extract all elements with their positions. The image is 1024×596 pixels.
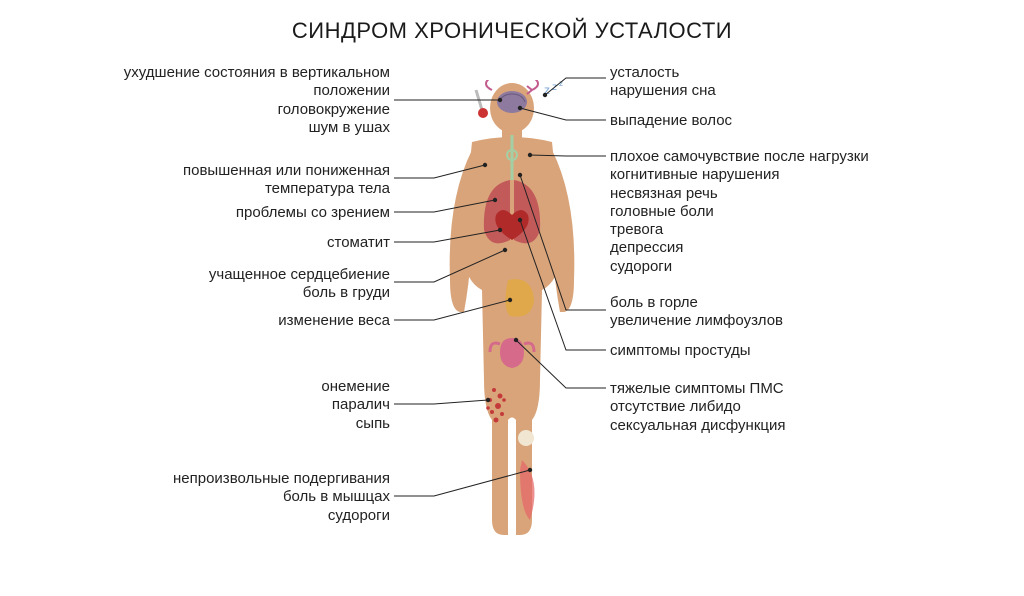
label-line: шум в ушах [124, 119, 390, 137]
label-line: проблемы со зрением [236, 204, 390, 222]
label-line: головокружение [124, 101, 390, 119]
svg-text:z: z [552, 82, 557, 93]
label-line: температура тела [183, 180, 390, 198]
label-line: непроизвольные подергивания [173, 470, 390, 488]
label-heart: учащенное сердцебиениеболь в груди [209, 266, 390, 303]
label-line: когнитивные нарушения [610, 166, 869, 184]
body-figure: z z z [412, 80, 612, 540]
label-vertical_posture: ухудшение состояния в вертикальномположе… [124, 64, 390, 137]
label-line: изменение веса [278, 312, 390, 330]
label-line: паралич [321, 396, 390, 414]
label-line: увеличение лимфоузлов [610, 312, 783, 330]
label-line: повышенная или пониженная [183, 162, 390, 180]
label-vision: проблемы со зрением [236, 204, 390, 222]
label-line: боль в горле [610, 294, 783, 312]
label-line: выпадение волос [610, 112, 732, 130]
label-line: головные боли [610, 203, 869, 221]
label-fatigue: усталостьнарушения сна [610, 64, 716, 101]
label-line: судороги [610, 258, 869, 276]
label-line: несвязная речь [610, 185, 869, 203]
label-line: боль в груди [209, 284, 390, 302]
label-cognitive: плохое самочувствие после нагрузкикогнит… [610, 148, 869, 276]
label-line: плохое самочувствие после нагрузки [610, 148, 869, 166]
svg-text:z: z [544, 83, 550, 97]
label-line: стоматит [327, 234, 390, 252]
label-twitching: непроизвольные подергиванияболь в мышцах… [173, 470, 390, 525]
label-line: судороги [173, 507, 390, 525]
label-pms: тяжелые симптомы ПМСотсутствие либидосек… [610, 380, 785, 435]
label-temperature: повышенная или пониженнаятемпература тел… [183, 162, 390, 199]
label-line: онемение [321, 378, 390, 396]
label-line: сексуальная дисфункция [610, 417, 785, 435]
label-throat: боль в горлеувеличение лимфоузлов [610, 294, 783, 331]
label-cold: симптомы простуды [610, 342, 751, 360]
label-line: положении [124, 82, 390, 100]
label-line: боль в мышцах [173, 488, 390, 506]
label-line: усталость [610, 64, 716, 82]
label-line: симптомы простуды [610, 342, 751, 360]
label-weight: изменение веса [278, 312, 390, 330]
svg-text:z: z [559, 80, 563, 88]
label-line: тяжелые симптомы ПМС [610, 380, 785, 398]
label-stomatitis: стоматит [327, 234, 390, 252]
label-line: ухудшение состояния в вертикальном [124, 64, 390, 82]
label-line: сыпь [321, 415, 390, 433]
label-line: учащенное сердцебиение [209, 266, 390, 284]
label-line: нарушения сна [610, 82, 716, 100]
label-hair: выпадение волос [610, 112, 732, 130]
page-title: СИНДРОМ ХРОНИЧЕСКОЙ УСТАЛОСТИ [0, 18, 1024, 44]
label-line: тревога [610, 221, 869, 239]
label-rash: онемениепараличсыпь [321, 378, 390, 433]
label-line: отсутствие либидо [610, 398, 785, 416]
label-line: депрессия [610, 239, 869, 257]
